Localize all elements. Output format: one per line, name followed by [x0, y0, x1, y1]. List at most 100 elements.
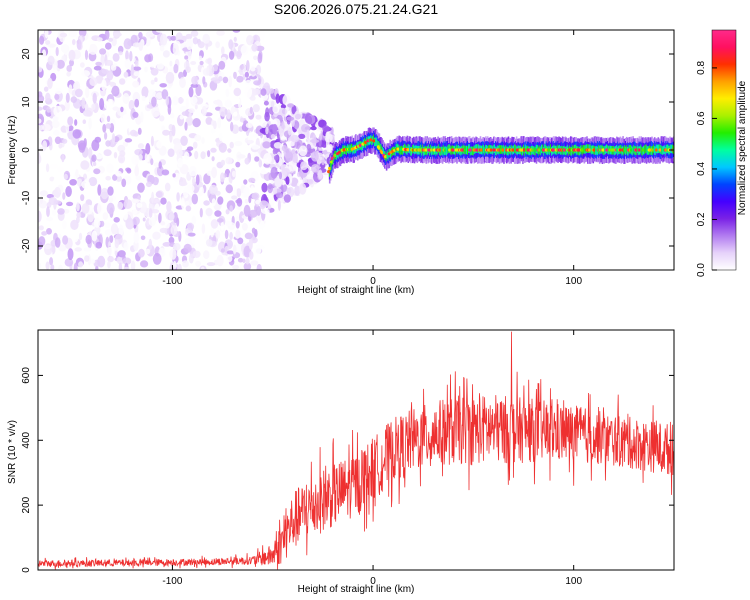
- spectrogram-noise-blob: [42, 123, 51, 132]
- spectrogram-signal-cell: [632, 146, 634, 156]
- spectrogram-noise-blob: [185, 116, 194, 126]
- spectrogram-signal-cell: [340, 148, 343, 158]
- spectrogram-noise-blob: [220, 172, 225, 183]
- spectrogram-noise-blob: [195, 174, 200, 186]
- spectrogram-noise-blob: [191, 76, 199, 85]
- spectrogram-noise-blob: [110, 64, 117, 71]
- spectrogram-noise-blob: [108, 99, 115, 109]
- spectrogram-noise-blob: [300, 161, 308, 171]
- spectrogram-noise-blob: [125, 50, 129, 61]
- spectrogram-noise-blob: [149, 61, 157, 68]
- spectrogram-noise-blob: [177, 157, 184, 168]
- spectrogram-noise-blob: [76, 202, 80, 212]
- spectrogram-noise-blob: [68, 30, 78, 38]
- spectrogram-noise-blob: [58, 264, 63, 270]
- spectrogram-noise-blob: [123, 266, 130, 270]
- spectrogram-noise-blob: [161, 169, 170, 176]
- spectrogram-noise-blob: [49, 176, 55, 182]
- spectrogram-noise-blob: [206, 262, 216, 267]
- spectrogram-noise-blob: [231, 170, 236, 178]
- colorbar-tick-label: 0.6: [696, 111, 707, 125]
- spectrogram-noise-blob: [102, 212, 109, 220]
- spectrogram-noise-blob: [228, 50, 235, 60]
- spectrogram-noise-blob: [104, 30, 110, 40]
- spectrogram-noise-blob: [74, 247, 82, 252]
- spectrogram-noise-blob: [158, 212, 162, 224]
- spectrogram-noise-blob: [43, 244, 52, 249]
- spectrogram-noise-blob: [62, 192, 66, 200]
- y-tick-label: 0: [21, 567, 32, 573]
- spectrogram-noise-blob: [261, 182, 268, 193]
- spectrogram-signal-cell: [483, 144, 485, 154]
- spectrogram-noise-blob: [232, 244, 237, 255]
- spectrogram-noise-blob: [50, 264, 55, 270]
- spectrogram-noise-blob: [142, 217, 146, 222]
- spectrogram-noise-blob: [140, 260, 149, 268]
- spectrogram-noise-blob: [72, 129, 82, 139]
- spectrogram-noise-blob: [265, 126, 269, 135]
- spectrogram-noise-blob: [188, 86, 194, 98]
- spectrogram-noise-blob: [115, 170, 122, 177]
- spectrogram-noise-blob: [186, 184, 195, 193]
- spectrogram-noise-blob: [177, 97, 184, 104]
- spectrogram-noise-blob: [160, 197, 167, 205]
- spectrogram-noise-blob: [248, 239, 253, 250]
- spectrogram-noise-blob: [162, 242, 172, 247]
- spectrogram-noise-blob: [248, 251, 254, 260]
- spectrogram-noise-blob: [137, 182, 145, 193]
- y-tick-label: 600: [21, 367, 32, 384]
- spectrogram-noise-blob: [74, 119, 78, 126]
- spectrogram-noise-blob: [307, 179, 314, 185]
- spectrogram-noise-blob: [155, 92, 163, 99]
- spectrogram-signal-cell: [657, 144, 660, 153]
- spectrogram-noise-blob: [118, 224, 124, 237]
- spectrogram-noise-blob: [150, 158, 154, 166]
- y-tick-label: 20: [21, 48, 32, 60]
- spectrogram-noise-blob: [286, 116, 294, 121]
- spectrogram-noise-blob: [144, 66, 148, 73]
- spectrogram-noise-blob: [57, 166, 64, 173]
- spectrogram-noise-blob: [199, 207, 203, 218]
- spectrogram-noise-blob: [244, 86, 253, 98]
- spectrogram-noise-blob: [272, 123, 278, 135]
- spectrogram-noise-blob: [159, 33, 168, 46]
- spectrogram-noise-blob: [262, 141, 271, 149]
- spectrogram-noise-blob: [170, 112, 175, 119]
- spectrogram-noise-blob: [192, 250, 201, 258]
- spectrogram-noise-blob: [78, 232, 83, 241]
- spectrogram-noise-blob: [171, 124, 176, 137]
- spectrogram-noise-blob: [162, 129, 170, 136]
- spectrogram-noise-blob: [298, 176, 303, 185]
- spectrogram-noise-blob: [204, 235, 209, 240]
- spectrogram-noise-blob: [47, 77, 53, 89]
- spectrogram-signal-band: [327, 127, 674, 184]
- spectrogram-noise-blob: [222, 76, 229, 84]
- spectrogram-noise-blob: [80, 224, 87, 232]
- spectrogram-noise-blob: [192, 177, 196, 186]
- spectrogram-noise: [38, 30, 337, 270]
- spectrogram-noise-blob: [283, 194, 291, 203]
- figure-title: S206.2026.075.21.24.G21: [274, 1, 438, 17]
- spectrogram-noise-blob: [145, 31, 155, 38]
- spectrogram-noise-blob: [123, 210, 128, 221]
- spectrogram-noise-blob: [244, 199, 249, 204]
- spectrogram-noise-blob: [130, 129, 137, 137]
- spectrogram-noise-blob: [264, 111, 270, 122]
- spectrogram-y-ticks: -20 -10 0 10 20: [21, 48, 674, 253]
- spectrogram-noise-blob: [134, 165, 139, 177]
- spectrogram-noise-blob: [275, 192, 284, 199]
- spectrogram-noise-blob: [106, 202, 115, 215]
- spectrogram-noise-blob: [278, 171, 283, 180]
- spectrogram-noise-blob: [82, 119, 87, 124]
- spectrogram-noise-blob: [92, 161, 97, 167]
- spectrogram-noise-blob: [93, 65, 102, 71]
- snr-x-ticks: -100 0 100: [162, 330, 582, 587]
- spectrogram-noise-blob: [112, 174, 118, 181]
- spectrogram-noise-blob: [176, 149, 183, 157]
- spectrogram-noise-blob: [233, 36, 237, 42]
- spectrogram-noise-blob: [258, 159, 263, 168]
- spectrogram-noise-blob: [164, 182, 171, 192]
- spectrogram-noise-blob: [84, 49, 89, 60]
- spectrogram-noise-blob: [66, 71, 71, 77]
- spectrogram-noise-blob: [229, 231, 233, 240]
